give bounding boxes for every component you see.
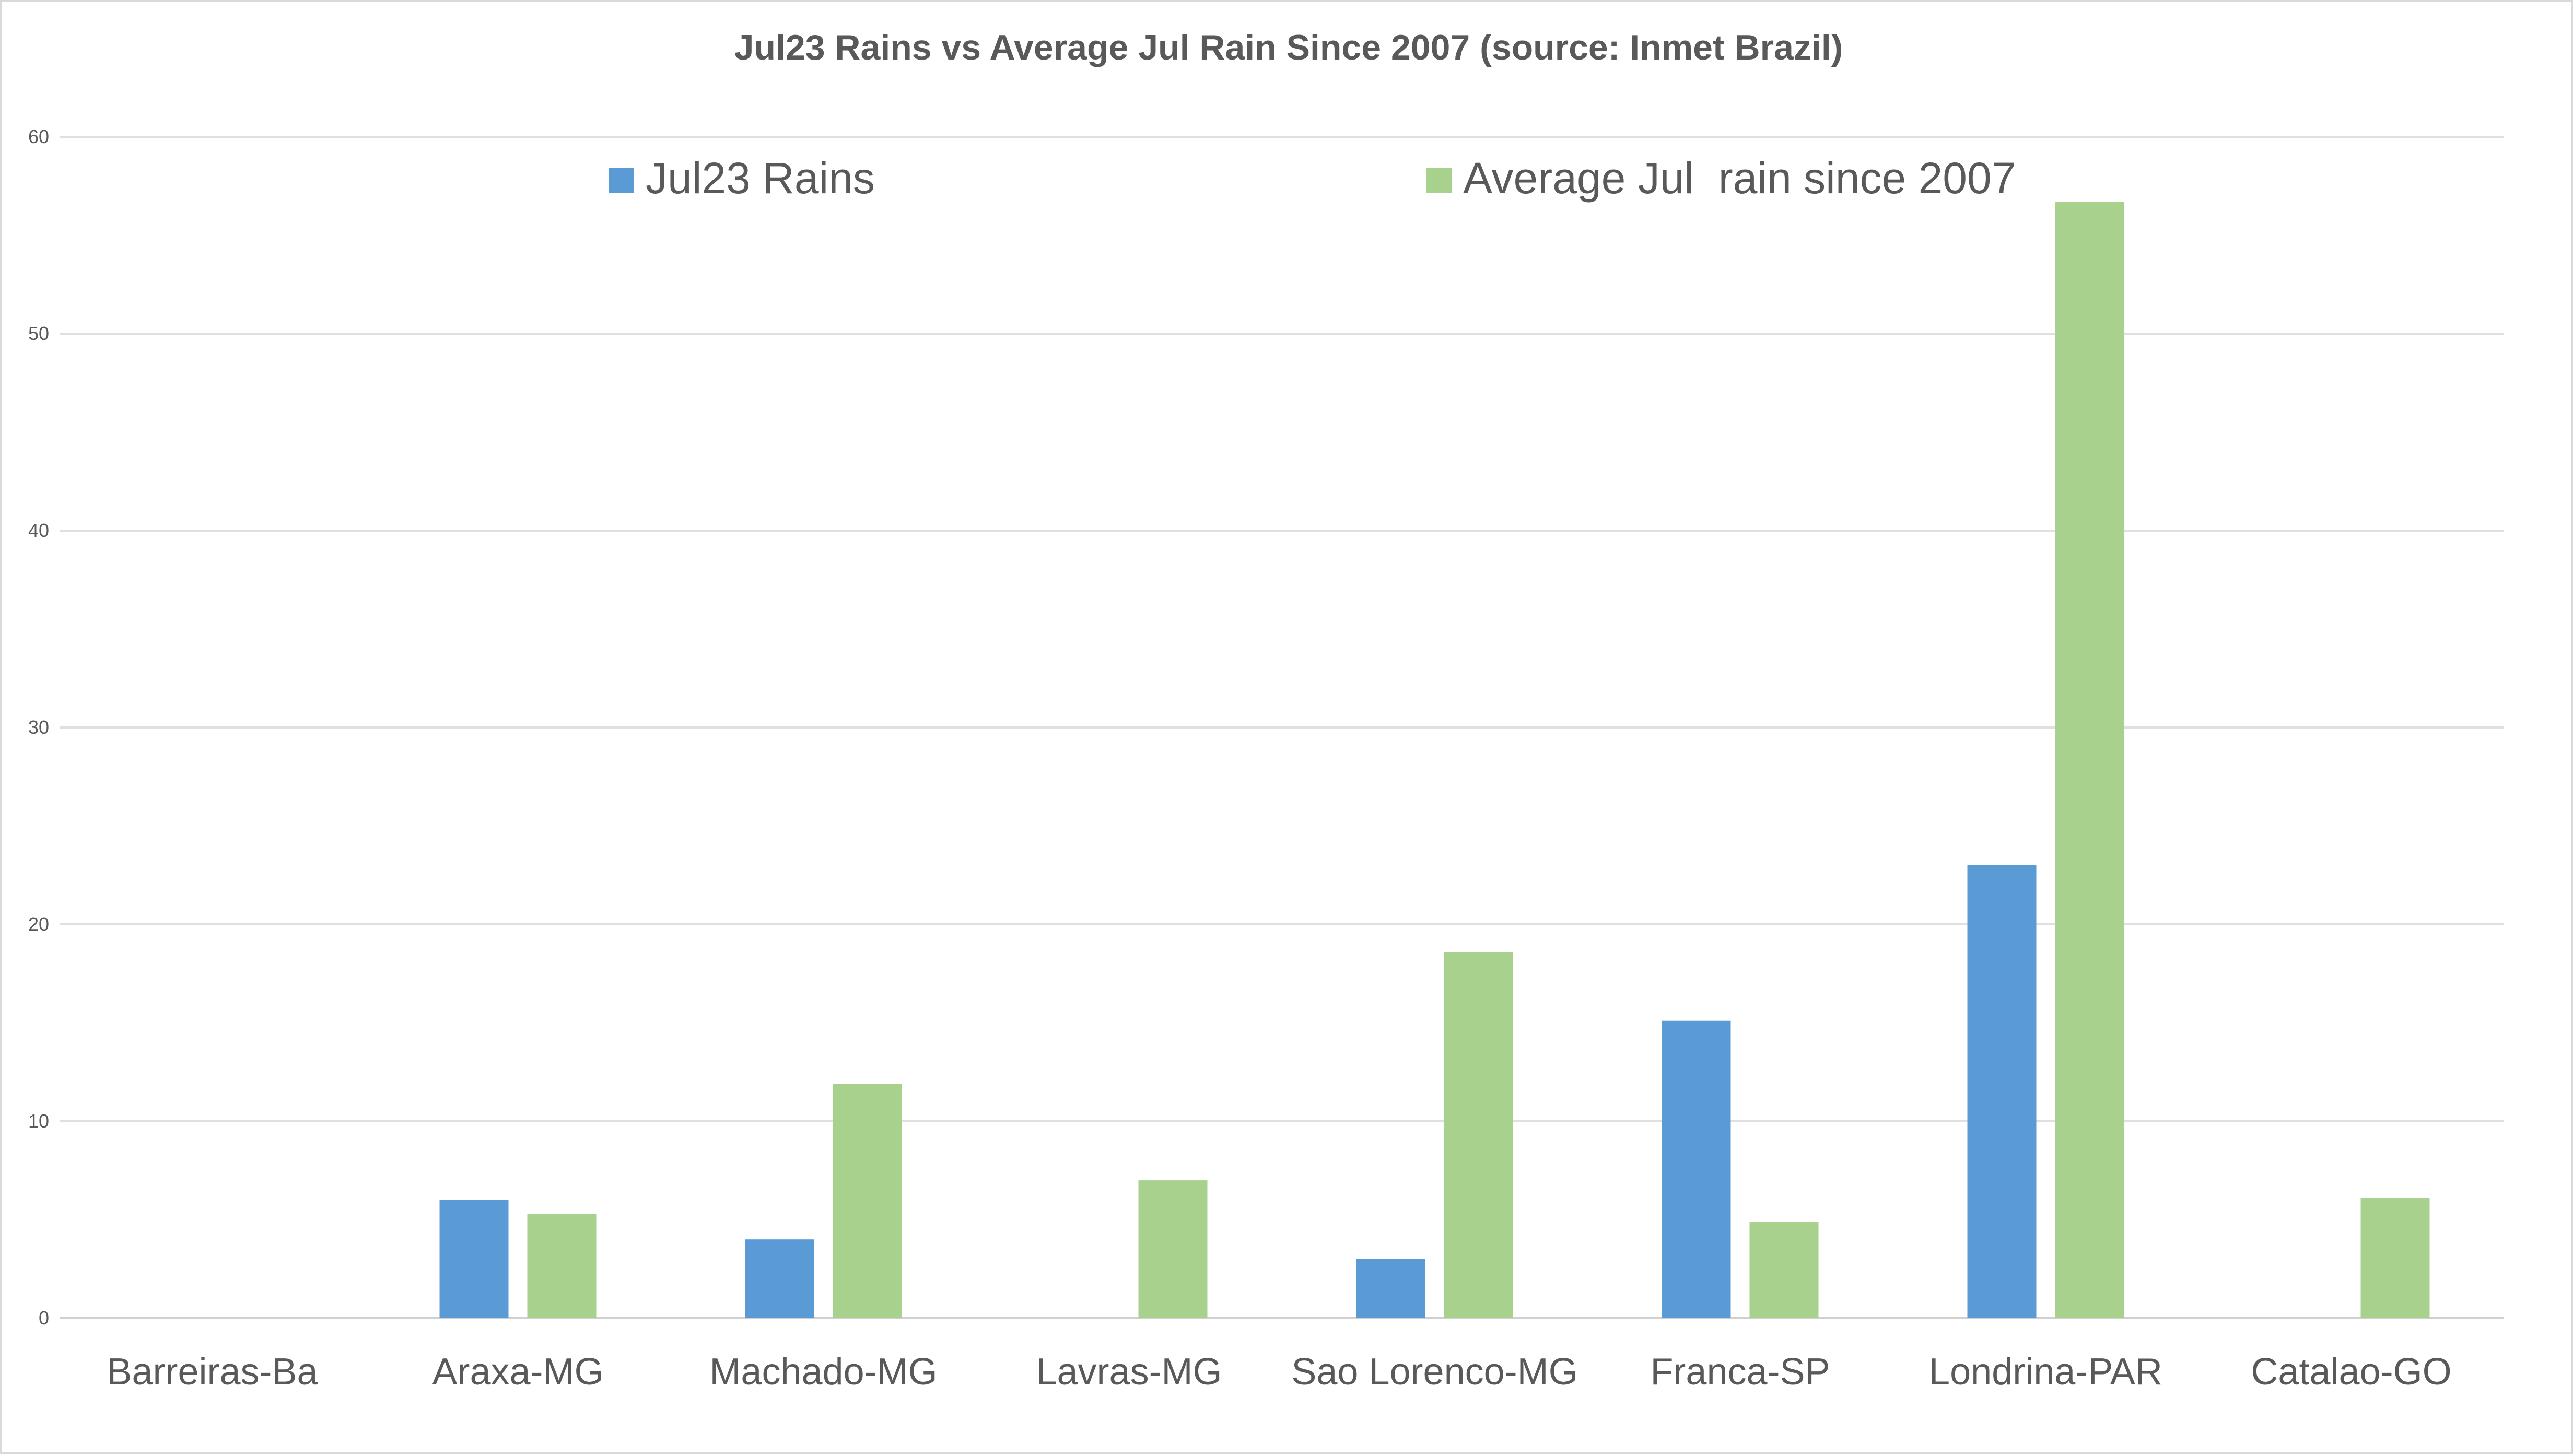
y-axis-ticks: 0 10 20 30 40 50 60 (28, 126, 49, 1329)
category-label: Araxa-MG (432, 1351, 603, 1393)
bar-average-jul-rain-3 (1138, 1180, 1208, 1318)
category-label: Machado-MG (709, 1351, 937, 1393)
bar-average-jul-rain-2 (833, 1084, 902, 1318)
category-label: Lavras-MG (1036, 1351, 1222, 1393)
category-label: Franca-SP (1650, 1351, 1830, 1393)
category-labels: Barreiras-Ba Araxa-MG Machado-MG Lavras-MG S… (107, 1351, 2451, 1393)
legend-swatch (1426, 168, 1452, 193)
y-tick-label: 60 (28, 126, 49, 147)
bar-jul23-rains-6 (1967, 865, 2037, 1318)
y-tick-label: 10 (28, 1110, 49, 1132)
legend-label: Jul23 Rains (646, 154, 875, 203)
category-label: Barreiras-Ba (107, 1351, 318, 1393)
bar-average-jul-rain-6 (2055, 202, 2124, 1319)
y-tick-label: 50 (28, 323, 49, 344)
y-tick-label: 0 (39, 1307, 49, 1329)
bar-average-jul-rain-7 (2360, 1198, 2430, 1318)
y-tick-label: 30 (28, 717, 49, 738)
bar-average-jul-rain-5 (1749, 1222, 1819, 1318)
legend-swatch (609, 168, 634, 193)
category-label: Sao Lorenco-MG (1291, 1351, 1577, 1393)
bar-average-jul-rain-4 (1444, 952, 1513, 1318)
y-tick-label: 20 (28, 913, 49, 935)
category-label: Londrina-PAR (1929, 1351, 2162, 1393)
legend: Jul23 Rains Average Jul rain since 2007 (609, 154, 2016, 203)
y-tick-label: 40 (28, 520, 49, 541)
bar-jul23-rains-5 (1662, 1020, 1731, 1318)
chart-title: Jul23 Rains vs Average Jul Rain Since 20… (734, 28, 1843, 67)
bars (439, 202, 2430, 1319)
category-label: Catalao-GO (2251, 1351, 2451, 1393)
bar-jul23-rains-4 (1356, 1259, 1425, 1318)
legend-label: Average Jul rain since 2007 (1463, 154, 2016, 203)
bar-jul23-rains-1 (439, 1200, 509, 1318)
gridlines (60, 136, 2504, 1319)
bar-average-jul-rain-1 (527, 1214, 597, 1318)
bar-jul23-rains-2 (745, 1239, 814, 1318)
